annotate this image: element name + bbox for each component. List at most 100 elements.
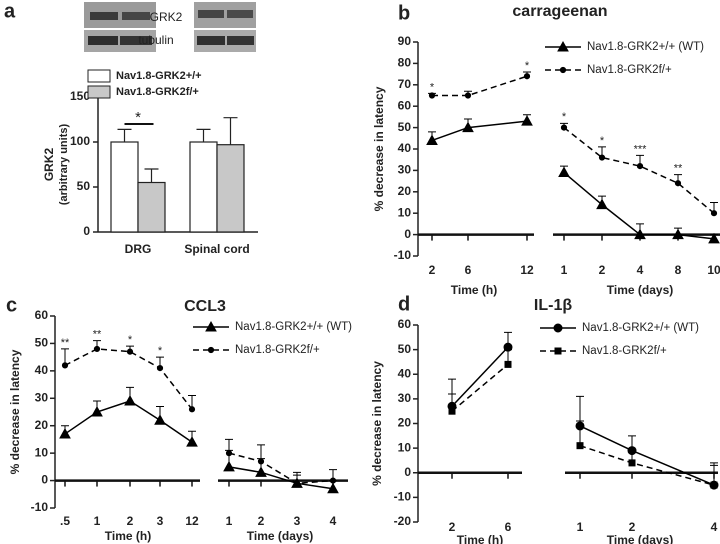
y-tick-label: 10 [35,445,49,459]
y-tick-label: 10 [398,205,412,219]
x-tick-label: 2 [258,514,265,528]
error-bar [117,128,132,142]
significance: * [562,111,567,123]
x-tick-label: 2 [429,263,436,277]
marker [293,480,301,487]
marker [628,459,636,467]
x-axis-label: Time (days) [607,283,673,297]
marker [560,124,568,131]
blot-band [197,36,225,45]
x-tick-label: 3 [294,514,301,528]
legend-marker [207,346,215,354]
series-line [579,425,715,486]
x-tick-label: 8 [675,263,682,277]
legend-label: Nav1.8-GRK2f/+ [235,344,320,356]
series-line [64,400,193,443]
y-tick-label: 40 [35,363,49,377]
x-tick-label: 12 [185,514,199,528]
marker [708,232,720,244]
marker [327,482,339,494]
legend-label: Nav1.8-GRK2f/+ [582,345,667,357]
y-tick-label: -10 [31,500,49,514]
marker [598,154,606,161]
blot-band [198,10,224,18]
blot-band [227,10,253,18]
marker [462,121,474,133]
marker [576,442,584,450]
legend-marker [557,40,569,52]
y-tick-label: 0 [83,224,90,238]
y-tick-label: 40 [398,141,412,155]
x-tick-label: 10 [707,263,720,277]
bar [189,141,218,233]
marker [464,92,472,99]
legend-swatch [87,85,111,99]
marker [186,436,198,447]
legend-label: Nav1.8-GRK2+/+ [116,70,202,82]
series-line [579,444,715,486]
y-tick-label: 150 [70,89,90,103]
x-tick-label: 4 [637,263,644,277]
blot-label: tubulin [138,33,173,47]
y-tick-label: 20 [398,416,412,430]
x-tick-label: 6 [505,520,512,534]
x-tick-label: 12 [520,263,534,277]
x-axis-label: Time (h) [105,529,151,543]
x-tick-label: 1 [226,514,233,528]
significance: * [430,81,435,93]
y-tick-label: 0 [404,227,411,241]
series-line [563,127,715,214]
legend-marker [559,66,567,74]
marker [255,466,267,477]
marker [710,210,718,217]
marker [710,481,718,489]
legend-label: Nav1.8-GRK2f/+ [116,86,199,98]
x-tick-label: 2 [629,520,636,534]
x-tick-label: 2 [449,520,456,534]
error-bar [223,117,238,145]
blot-band [88,36,118,45]
chart-title: IL-1β [534,297,572,314]
series-line [64,348,193,410]
y-tick-label: 70 [398,77,412,91]
x-tick-label: 2 [599,263,606,277]
marker [428,92,436,99]
marker [558,166,570,178]
marker [223,460,235,472]
series-line [563,171,715,240]
bar [137,181,166,233]
x-tick-label: 4 [711,520,718,534]
y-tick-label: 30 [398,163,412,177]
y-tick-label: 60 [35,308,49,322]
significance: * [600,135,605,147]
x-tick-label: 2 [127,514,134,528]
y-tick-label: 50 [35,336,49,350]
marker [596,198,608,210]
panel-label: a [4,0,16,22]
blot-band [120,36,152,45]
significance: ** [93,329,102,341]
error-bar [196,128,211,142]
legend-marker [205,320,217,332]
panel-label: d [398,293,410,315]
series-line [451,346,509,407]
y-tick-label: 40 [398,366,412,380]
series-line [432,75,528,97]
marker [329,477,337,484]
y-axis-label: % decrease in latency [372,86,386,211]
marker [124,394,136,406]
marker [672,228,684,240]
y-tick-label: 80 [398,56,412,70]
y-tick-label: 0 [404,465,411,479]
legend-swatch [87,69,111,83]
marker [521,115,533,126]
x-axis-label: Time (days) [607,533,673,544]
bar [110,141,139,233]
marker [61,362,69,369]
legend-label: Nav1.8-GRK2+/+ (WT) [235,321,352,333]
y-tick-label: 20 [398,184,412,198]
legend-label: Nav1.8-GRK2+/+ (WT) [582,322,699,334]
x-tick-label: 3 [157,514,164,528]
marker [523,73,531,80]
series-line [228,452,334,485]
